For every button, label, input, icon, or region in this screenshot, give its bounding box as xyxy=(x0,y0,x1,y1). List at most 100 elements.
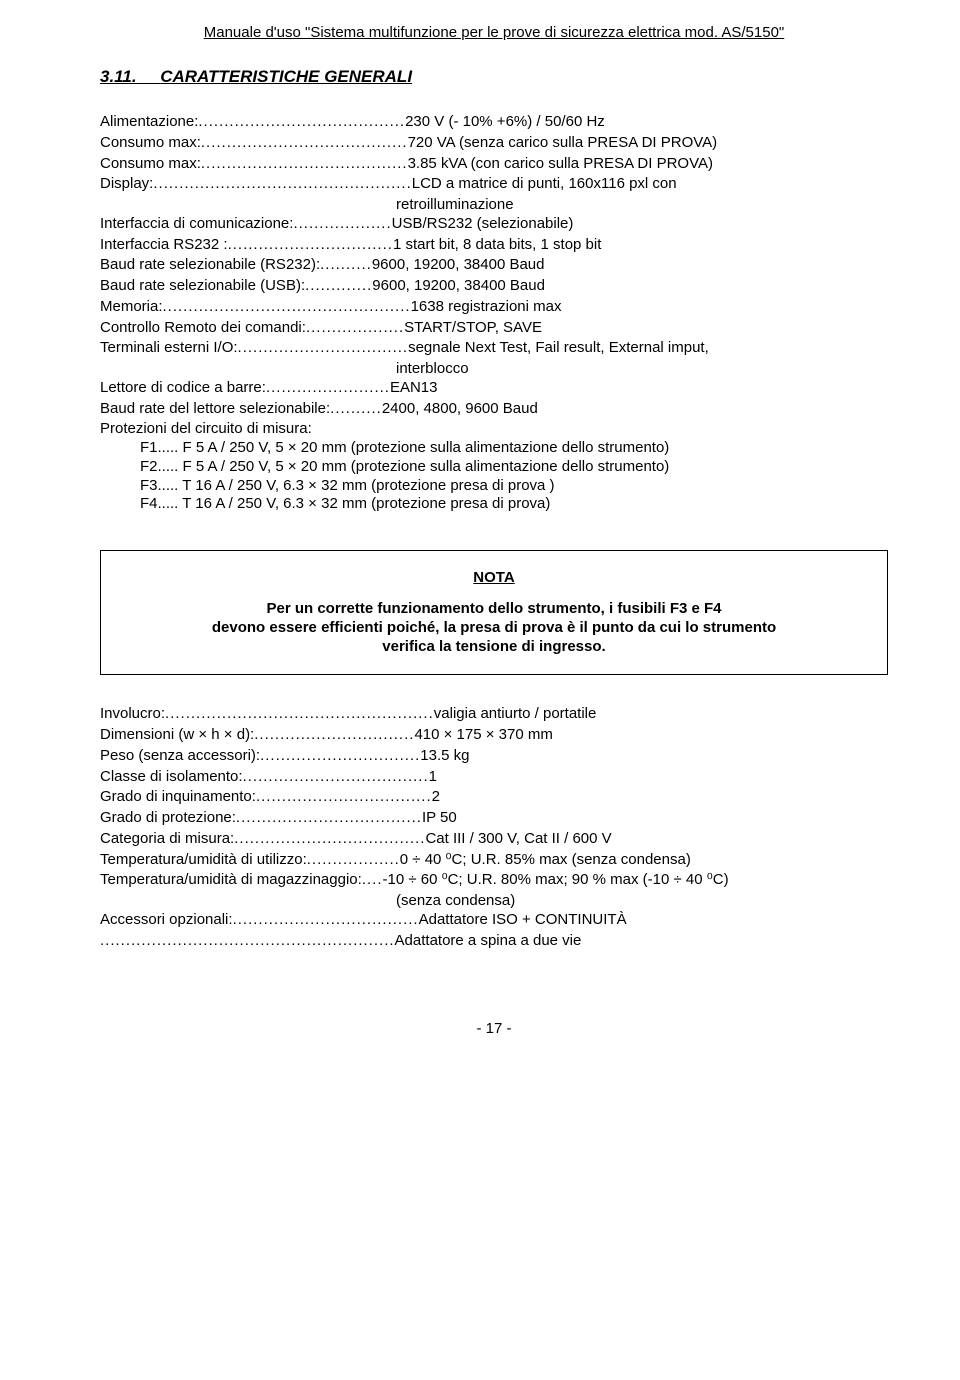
spec-label: Consumo max: xyxy=(100,155,201,174)
spec-value: USB/RS232 (selezionabile) xyxy=(392,215,574,234)
spec-label: Interfaccia RS232 : xyxy=(100,236,228,255)
spec-label: Grado di inquinamento: xyxy=(100,788,256,807)
fuse-line: F3..... T 16 A / 250 V, 6.3 × 32 mm (pro… xyxy=(100,477,888,496)
spec-line: Temperatura/umidità di magazzinaggio:...… xyxy=(100,871,888,890)
spec-label: Baud rate selezionabile (RS232): xyxy=(100,256,320,275)
accessori-extra-value: Adattatore a spina a due vie xyxy=(395,932,582,951)
spec-line: Peso (senza accessori):.................… xyxy=(100,747,888,766)
spec-dots: .................................. xyxy=(256,788,432,807)
spec-label: Temperatura/umidità di magazzinaggio: xyxy=(100,871,362,890)
spec-value: Adattatore ISO + CONTINUITÀ xyxy=(419,911,627,930)
spec-line: Baud rate del lettore selezionabile:....… xyxy=(100,400,888,419)
spec-dots: .......... xyxy=(330,400,382,419)
spec-label: Accessori opzionali: xyxy=(100,911,233,930)
protezioni-label-text: Protezioni del circuito di misura: xyxy=(100,420,312,439)
spec-label: Lettore di codice a barre: xyxy=(100,379,266,398)
spec-dots: .................. xyxy=(307,851,400,870)
spec-line: Baud rate selezionabile (RS232):........… xyxy=(100,256,888,275)
spec-dots: ........................................ xyxy=(201,155,408,174)
magazz-extra-line: (senza condensa) xyxy=(100,892,888,911)
spec-dots: ............. xyxy=(305,277,372,296)
spec-line: Categoria di misura:....................… xyxy=(100,830,888,849)
spec-value: 9600, 19200, 38400 Baud xyxy=(372,277,545,296)
spec-label: Dimensioni (w × h × d): xyxy=(100,726,254,745)
spec-value: -10 ÷ 60 ⁰C; U.R. 80% max; 90 % max (-10… xyxy=(382,871,728,890)
protezioni-label: Protezioni del circuito di misura: xyxy=(100,420,888,439)
spec-dots: ................... xyxy=(306,319,404,338)
spec-value: 0 ÷ 40 ⁰C; U.R. 85% max (senza condensa) xyxy=(400,851,691,870)
nota-box: NOTA Per un corrette funzionamento dello… xyxy=(100,550,888,675)
nota-line-2: devono essere efficienti poiché, la pres… xyxy=(212,619,776,636)
spec-dots: ............................... xyxy=(254,726,414,745)
spec-value: 13.5 kg xyxy=(420,747,469,766)
spec-value: 230 V (- 10% +6%) / 50/60 Hz xyxy=(405,113,605,132)
spec-line: Classe di isolamento:...................… xyxy=(100,768,888,787)
spec-label: Memoria: xyxy=(100,298,163,317)
spec-value: Cat III / 300 V, Cat II / 600 V xyxy=(425,830,611,849)
spec-label: Controllo Remoto dei comandi: xyxy=(100,319,306,338)
spec-block-5: Accessori opzionali:....................… xyxy=(100,911,888,930)
spec-line: Interfaccia di comunicazione:...........… xyxy=(100,215,888,234)
fuse-line: F4..... T 16 A / 250 V, 6.3 × 32 mm (pro… xyxy=(100,495,888,514)
spec-dots: ................... xyxy=(293,215,391,234)
spec-label: Peso (senza accessori): xyxy=(100,747,260,766)
page-container: Manuale d'uso "Sistema multifunzione per… xyxy=(0,0,960,1067)
spec-label: Classe di isolamento: xyxy=(100,768,243,787)
spec-label: Categoria di misura: xyxy=(100,830,234,849)
spec-dots: ........................ xyxy=(266,379,390,398)
spec-dots: ............................... xyxy=(260,747,420,766)
spec-line: Grado di inquinamento:..................… xyxy=(100,788,888,807)
spec-line: Dimensioni (w × h × d):.................… xyxy=(100,726,888,745)
spec-dots: .... xyxy=(362,871,383,890)
nota-body: Per un corrette funzionamento dello stru… xyxy=(117,600,871,656)
section-number: 3.11. xyxy=(100,67,137,86)
spec-value: EAN13 xyxy=(390,379,438,398)
spec-label: Involucro: xyxy=(100,705,165,724)
display-extra-line: retroilluminazione xyxy=(100,196,888,215)
spec-label: Grado di protezione: xyxy=(100,809,236,828)
spec-dots: ........................................ xyxy=(201,134,408,153)
spec-value: 1 start bit, 8 data bits, 1 stop bit xyxy=(393,236,601,255)
spec-value: 3.85 kVA (con carico sulla PRESA DI PROV… xyxy=(408,155,713,174)
spec-value: START/STOP, SAVE xyxy=(404,319,542,338)
spec-value: IP 50 xyxy=(422,809,457,828)
spec-value: valigia antiurto / portatile xyxy=(434,705,597,724)
spec-dots: ................................. xyxy=(238,339,409,358)
spec-value: LCD a matrice di punti, 160x116 pxl con xyxy=(412,175,677,194)
spec-line: Terminali esterni I/O:..................… xyxy=(100,339,888,358)
accessori-extra-line: ........................................… xyxy=(100,932,888,951)
spec-line: Grado di protezione:....................… xyxy=(100,809,888,828)
spec-dots: .................................... xyxy=(233,911,419,930)
spec-dots: ........................................… xyxy=(165,705,434,724)
spec-block-4: Involucro:..............................… xyxy=(100,705,888,890)
fuse-line: F1..... F 5 A / 250 V, 5 × 20 mm (protez… xyxy=(100,439,888,458)
spec-line: Display:................................… xyxy=(100,175,888,194)
spec-block-2: Interfaccia di comunicazione:...........… xyxy=(100,215,888,358)
fuse-block: F1..... F 5 A / 250 V, 5 × 20 mm (protez… xyxy=(100,439,888,514)
spec-line: Temperatura/umidità di utilizzo:........… xyxy=(100,851,888,870)
spec-value: 720 VA (senza carico sulla PRESA DI PROV… xyxy=(408,134,718,153)
section-title-text: CARATTERISTICHE GENERALI xyxy=(160,67,412,86)
spec-block-3: Lettore di codice a barre:..............… xyxy=(100,379,888,419)
spec-value: 1 xyxy=(429,768,437,787)
spec-dots: .................................... xyxy=(236,809,422,828)
spec-label: Interfaccia di comunicazione: xyxy=(100,215,293,234)
spec-dots: ........................................… xyxy=(163,298,411,317)
terminali-extra-line: interblocco xyxy=(100,360,888,379)
nota-line-1: Per un corrette funzionamento dello stru… xyxy=(266,600,721,617)
spec-label: Temperatura/umidità di utilizzo: xyxy=(100,851,307,870)
spec-dots: ........................................ xyxy=(198,113,405,132)
nota-line-3: verifica la tensione di ingresso. xyxy=(382,638,605,655)
spec-line: Accessori opzionali:....................… xyxy=(100,911,888,930)
spec-dots: ........................................… xyxy=(153,175,411,194)
spec-line: Lettore di codice a barre:..............… xyxy=(100,379,888,398)
spec-label: Baud rate del lettore selezionabile: xyxy=(100,400,330,419)
spec-block-1: Alimentazione:..........................… xyxy=(100,113,888,194)
spec-line: Baud rate selezionabile (USB):..........… xyxy=(100,277,888,296)
spec-value: 9600, 19200, 38400 Baud xyxy=(372,256,545,275)
spec-value: 2 xyxy=(432,788,440,807)
spec-value: 410 × 175 × 370 mm xyxy=(414,726,552,745)
spec-line: Alimentazione:..........................… xyxy=(100,113,888,132)
spec-dots: ................................ xyxy=(228,236,393,255)
spec-line: Involucro:..............................… xyxy=(100,705,888,724)
